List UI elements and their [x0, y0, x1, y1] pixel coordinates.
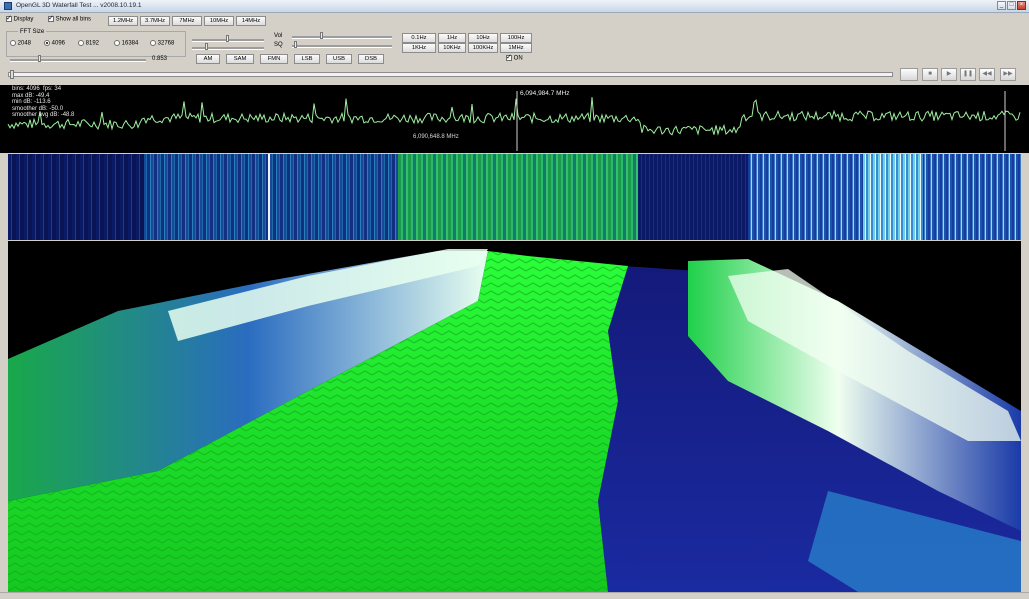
app-icon — [4, 2, 12, 10]
fft-option-label: 4096 — [51, 40, 66, 47]
vol-label: Vol — [274, 33, 283, 39]
vol-slider-thumb[interactable] — [320, 32, 323, 39]
play-icon[interactable]: ▶ — [941, 68, 957, 81]
fast-forward-icon[interactable]: ▶▶ — [1000, 68, 1016, 81]
waterfall-band-2 — [144, 154, 398, 240]
step-100hz-button[interactable]: 100Hz — [500, 33, 532, 43]
stat-smoother-avg-db: smoother avg dB: -48.8 — [12, 112, 75, 119]
gain-slider-thumb[interactable] — [38, 55, 41, 62]
stat-fps: fps: 34 — [43, 86, 62, 92]
display-label: Display — [13, 16, 34, 23]
spectrum-trace — [7, 91, 1021, 151]
title-bar[interactable] — [0, 0, 1029, 13]
step-1mhz-button[interactable]: 1MHz — [500, 43, 532, 53]
fft-option-label: 16384 — [121, 40, 139, 47]
waterfall-display[interactable] — [8, 154, 1021, 240]
fft-option-label: 8192 — [85, 40, 100, 47]
left-ridge-highlight — [168, 249, 488, 341]
radio-8192[interactable] — [78, 40, 84, 46]
fft-size-label: FFT Size — [18, 29, 47, 35]
pause-icon[interactable]: ❚❚ — [960, 68, 976, 81]
step-1hz-button[interactable]: 1Hz — [438, 33, 466, 43]
fft-radio-8192[interactable]: 8192 — [78, 40, 99, 47]
waterfall-band-1 — [8, 154, 144, 240]
fft-option-label: 2048 — [17, 40, 32, 47]
mode-fmn-button[interactable]: FMN — [260, 54, 288, 64]
blank-playback-button[interactable] — [900, 68, 918, 81]
seek-bar[interactable] — [8, 72, 893, 77]
right-ridge-highlight — [728, 269, 1021, 441]
waterfall-cursor-line — [268, 154, 270, 240]
center-frequency: 6,090,648.8 MHz — [413, 134, 459, 140]
bandwidth-button-1.2mhz[interactable]: 1.2MHz — [108, 16, 138, 26]
fft-radio-2048[interactable]: 2048 — [10, 40, 31, 47]
step-1khz-button[interactable]: 1KHz — [402, 43, 436, 53]
step-10khz-button[interactable]: 10KHz — [438, 43, 466, 53]
step-100khz-button[interactable]: 100KHz — [468, 43, 498, 53]
show-all-bins-label: Show all bins — [55, 16, 92, 23]
stat-smoother-db: smoother dB: -50.0 — [12, 105, 64, 112]
window-title: OpenGL 3D Waterfall Test ... v2008.10.19… — [16, 2, 142, 9]
slider-b[interactable] — [192, 47, 264, 50]
waterfall-band-4 — [638, 154, 748, 240]
on-checkbox[interactable]: ON — [506, 53, 523, 62]
sq-slider[interactable] — [292, 45, 392, 48]
close-icon[interactable]: × — [1017, 1, 1026, 10]
fft-size-group — [6, 31, 186, 57]
maximize-icon[interactable]: □ — [1007, 1, 1016, 10]
on-label: ON — [513, 55, 523, 62]
fft-radio-32768[interactable]: 32768 — [150, 40, 174, 47]
slider-a-thumb[interactable] — [226, 35, 229, 42]
rewind-icon[interactable]: ◀◀ — [979, 68, 995, 81]
display-checkbox-box[interactable] — [6, 14, 12, 22]
radio-4096[interactable] — [44, 40, 50, 46]
stat-min-db: min dB: -113.6 — [12, 99, 51, 106]
display-checkbox[interactable]: Display — [6, 14, 34, 23]
sq-label: SQ — [274, 42, 283, 48]
waterfall-3d-surface — [8, 249, 1021, 592]
left-ridge — [8, 251, 488, 501]
green-plateau-texture — [8, 251, 628, 592]
stat-max-db: max dB: -49.4 — [12, 92, 50, 99]
status-bar — [0, 592, 1029, 599]
mode-am-button[interactable]: AM — [196, 54, 220, 64]
seek-thumb[interactable] — [10, 70, 14, 79]
gain-value: 0.853 — [152, 56, 168, 62]
radio-16384[interactable] — [114, 40, 120, 46]
right-lower-ridge — [808, 491, 1021, 592]
mode-lsb-button[interactable]: LSB — [294, 54, 320, 64]
stat-bins: bins: 4096 — [12, 86, 40, 92]
spectrum-stats: bins: 4096 fps: 34 max dB: -49.4 min dB:… — [12, 86, 74, 119]
minimize-icon[interactable]: _ — [997, 1, 1006, 10]
fft-radio-16384[interactable]: 16384 — [114, 40, 138, 47]
spectrum-line — [7, 97, 1021, 136]
step-10hz-button[interactable]: 10Hz — [468, 33, 498, 43]
fft-radio-4096[interactable]: 4096 — [44, 40, 65, 47]
fft-option-label: 32768 — [157, 40, 175, 47]
mode-usb-button[interactable]: USB — [326, 54, 352, 64]
mode-sam-button[interactable]: SAM — [226, 54, 254, 64]
vol-slider[interactable] — [292, 36, 392, 39]
cursor-frequency: 6,094,984.7 MHz — [520, 90, 570, 97]
step-0.1hz-button[interactable]: 0.1Hz — [402, 33, 436, 43]
mode-dsb-button[interactable]: DSB — [358, 54, 384, 64]
gain-slider[interactable] — [10, 59, 146, 62]
slider-b-thumb[interactable] — [205, 43, 208, 50]
bandwidth-button-7mhz[interactable]: 7MHz — [172, 16, 202, 26]
bandwidth-button-10mhz[interactable]: 10MHz — [204, 16, 234, 26]
show-all-bins-box[interactable] — [48, 14, 54, 22]
bandwidth-button-3.7mhz[interactable]: 3.7MHz — [140, 16, 170, 26]
radio-2048[interactable] — [10, 40, 16, 46]
waterfall-band-3 — [398, 154, 638, 240]
waterfall-3d-view[interactable] — [8, 241, 1021, 592]
radio-32768[interactable] — [150, 40, 156, 46]
stop-icon[interactable]: ■ — [922, 68, 938, 81]
sq-slider-thumb[interactable] — [294, 41, 297, 48]
bandwidth-button-14mhz[interactable]: 14MHz — [236, 16, 266, 26]
show-all-bins-checkbox[interactable]: Show all bins — [48, 14, 92, 23]
waterfall-band-hot — [863, 154, 923, 240]
on-checkbox-box[interactable] — [506, 53, 512, 61]
